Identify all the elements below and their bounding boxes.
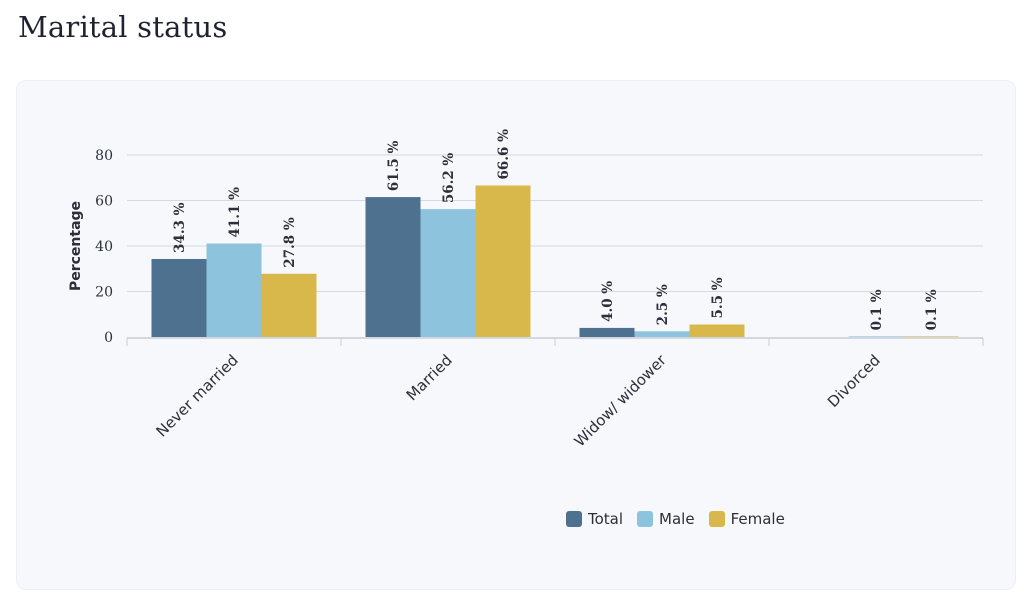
data-label: 41.1 % (227, 187, 243, 238)
y-tick-label: 60 (95, 194, 113, 210)
data-label: 34.3 % (172, 202, 188, 253)
data-label: 27.8 % (282, 217, 298, 268)
bar-female (689, 324, 745, 337)
y-tick-label: 20 (95, 285, 113, 301)
bar-female (261, 273, 317, 337)
bar-total (151, 258, 207, 337)
legend-swatch (708, 511, 725, 527)
x-tick-label: Divorced (824, 351, 884, 411)
bar-male (848, 336, 904, 337)
y-tick-label: 80 (95, 148, 113, 164)
legend-item-total[interactable]: Total (566, 510, 623, 528)
bar-female (475, 185, 531, 337)
data-label: 61.5 % (386, 141, 402, 192)
x-tick-label: Never married (153, 351, 242, 440)
legend-label: Total (588, 510, 624, 528)
x-tick-label: Married (403, 351, 456, 404)
data-label: 0.1 % (924, 289, 940, 330)
data-label: 2.5 % (655, 284, 671, 325)
legend-swatch (637, 511, 654, 527)
legend-item-male[interactable]: Male (637, 510, 695, 528)
y-tick-label: 0 (104, 330, 113, 346)
data-label: 66.6 % (496, 129, 512, 180)
bar-male (206, 243, 262, 337)
bar-male (420, 209, 476, 337)
y-axis-label: Percentage (68, 201, 84, 291)
legend-label: Female (730, 510, 785, 528)
legend-swatch (566, 511, 582, 527)
bar-total (365, 197, 421, 337)
legend-label: Male (659, 510, 695, 528)
data-label: 56.2 % (441, 153, 457, 204)
legend-item-female[interactable]: Female (708, 510, 785, 528)
bar-total (579, 327, 635, 337)
chart-legend: Total Male Female (566, 510, 785, 528)
data-label: 4.0 % (600, 281, 616, 322)
data-label: 5.5 % (710, 277, 726, 318)
bar-female (903, 336, 959, 337)
x-tick-label: Widow/ widower (571, 351, 671, 451)
page-title: Marital status (18, 10, 228, 44)
data-label: 0.1 % (869, 289, 885, 330)
y-tick-label: 40 (95, 239, 113, 255)
bar-male (634, 331, 690, 337)
